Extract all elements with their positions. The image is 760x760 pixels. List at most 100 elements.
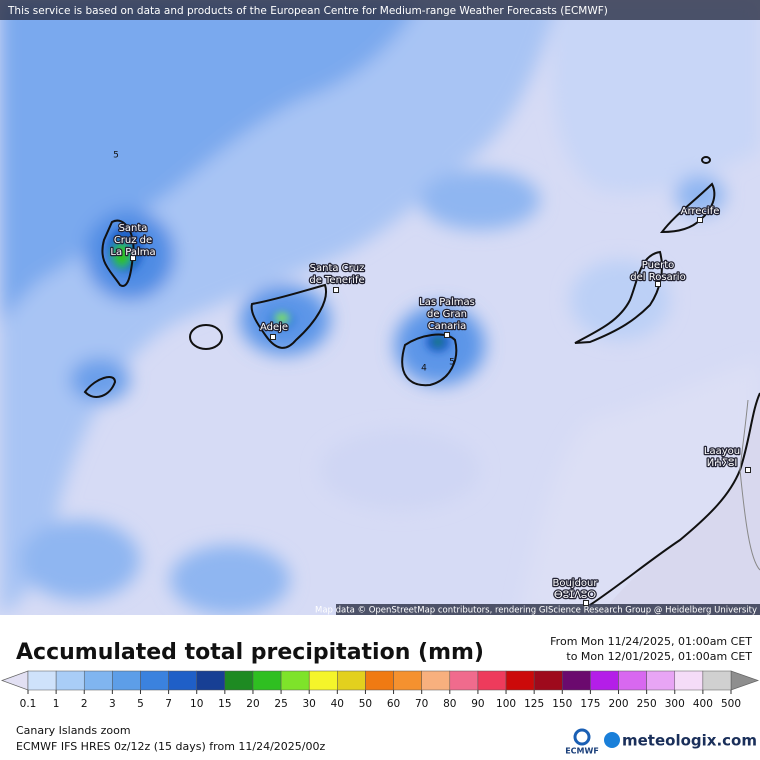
colorbar-tick-label: 1 bbox=[53, 698, 60, 710]
colorbar-tick-label: 2 bbox=[81, 698, 88, 710]
colorbar-segment bbox=[449, 670, 479, 691]
colorbar-tick-label: 150 bbox=[552, 698, 572, 710]
colorbar-tick-label: 125 bbox=[524, 698, 544, 710]
place-label: Santa Cruz bbox=[310, 263, 365, 274]
colorbar-tick-label: 0.1 bbox=[20, 698, 37, 710]
model: ECMWF IFS HRES 0z/12z (15 days) from 11/… bbox=[16, 740, 326, 753]
contour-label: 5 bbox=[113, 151, 119, 161]
place-marker bbox=[444, 332, 450, 338]
legend-title: Accumulated total precipitation (mm) bbox=[16, 640, 484, 665]
colorbar-tick-label: 80 bbox=[443, 698, 456, 710]
colorbar-segment bbox=[505, 670, 535, 691]
precip-field bbox=[0, 0, 760, 615]
date-to: to Mon 12/01/2025, 01:00am CET bbox=[566, 650, 752, 663]
map: This service is based on data and produc… bbox=[0, 0, 760, 616]
colorbar-tick-label: 7 bbox=[165, 698, 172, 710]
mainland bbox=[600, 393, 760, 615]
date-from: From Mon 11/24/2025, 01:00am CET bbox=[550, 635, 752, 648]
colorbar-tick-label: 250 bbox=[637, 698, 657, 710]
ecmwf-logo[interactable]: ECMWF bbox=[565, 747, 599, 756]
colorbar-tick-label: 200 bbox=[608, 698, 628, 710]
colorbar-tick-label: 70 bbox=[415, 698, 428, 710]
colorbar-segment bbox=[252, 670, 282, 691]
colorbar-segment bbox=[83, 670, 113, 691]
contour-label: 5 bbox=[449, 358, 455, 368]
place-label: Adeje bbox=[260, 322, 288, 333]
colorbar-tick-label: 500 bbox=[721, 698, 741, 710]
attribution-bar bbox=[0, 0, 760, 20]
place-label: ⵍⵄⵢⵓⵏ bbox=[707, 458, 738, 469]
colorbar-segment bbox=[674, 670, 704, 691]
region: Canary Islands zoom bbox=[16, 724, 131, 737]
place-label: ⴱⵓⵊⴷⵓⵔ bbox=[554, 590, 596, 601]
attribution-top: This service is based on data and produc… bbox=[7, 5, 608, 17]
meteologix-icon bbox=[604, 732, 620, 748]
colorbar-tick-label: 20 bbox=[246, 698, 259, 710]
colorbar-segment bbox=[365, 670, 394, 691]
place-marker bbox=[130, 255, 136, 261]
colorbar-tick-label: 5 bbox=[137, 698, 144, 710]
colorbar-segment bbox=[168, 670, 197, 691]
colorbar-segment bbox=[702, 670, 732, 691]
place-label: del Rosario bbox=[630, 272, 685, 283]
place-marker bbox=[583, 600, 589, 606]
colorbar-tick-label: 50 bbox=[359, 698, 372, 710]
colorbar-segment bbox=[646, 670, 676, 691]
ecmwf-icon bbox=[573, 728, 591, 746]
colorbar-segment bbox=[27, 670, 57, 691]
place-label: Laayou bbox=[704, 446, 740, 457]
colorbar-segment bbox=[533, 670, 563, 691]
colorbar-tick-label: 100 bbox=[496, 698, 516, 710]
place-marker bbox=[270, 334, 276, 340]
colorbar-segment bbox=[590, 670, 619, 691]
place-label: Cruz de bbox=[114, 235, 152, 246]
colorbar-tick-label: 40 bbox=[331, 698, 344, 710]
colorbar-segment bbox=[140, 670, 169, 691]
place-marker bbox=[333, 287, 339, 293]
coastlines bbox=[83, 156, 760, 606]
colorbar-tick-label: 400 bbox=[693, 698, 713, 710]
place-label: Santa bbox=[119, 223, 148, 234]
attribution-bottom: Map data © OpenStreetMap contributors, r… bbox=[315, 606, 757, 616]
colorbar-segment bbox=[477, 670, 507, 691]
colorbar-segment bbox=[55, 670, 85, 691]
colorbar-segment bbox=[393, 670, 422, 691]
place-label: La Palma bbox=[110, 247, 155, 258]
colorbar-tick-label: 30 bbox=[303, 698, 316, 710]
colorbar-segment bbox=[308, 670, 338, 691]
colorbar-low bbox=[0, 670, 29, 691]
colorbar-tick-label: 90 bbox=[471, 698, 484, 710]
place-marker bbox=[697, 217, 703, 223]
place-label: Arrecife bbox=[681, 206, 720, 217]
colorbar-tick-label: 175 bbox=[580, 698, 600, 710]
colorbar-high bbox=[730, 670, 760, 691]
contour-label: 4 bbox=[421, 364, 427, 374]
colorbar-segment bbox=[224, 670, 254, 691]
colorbar-segment bbox=[421, 670, 451, 691]
place-label: de Gran bbox=[427, 309, 467, 320]
colorbar-tick-label: 15 bbox=[218, 698, 231, 710]
place-label: Puerto bbox=[642, 260, 675, 271]
colorbar-segment bbox=[337, 670, 366, 691]
colorbar-tick-label: 10 bbox=[190, 698, 203, 710]
colorbar-segment bbox=[280, 670, 310, 691]
place-marker bbox=[745, 467, 751, 473]
place-marker bbox=[655, 281, 661, 287]
colorbar-segment bbox=[618, 670, 647, 691]
place-label: Canaria bbox=[428, 321, 467, 332]
borders bbox=[739, 399, 760, 571]
place-label: Las Palmas bbox=[419, 297, 475, 308]
colorbar-tick-label: 25 bbox=[274, 698, 287, 710]
colorbar-tick-label: 300 bbox=[665, 698, 685, 710]
colorbar-segment bbox=[562, 670, 591, 691]
colorbar-tick-label: 60 bbox=[387, 698, 400, 710]
meteologix-logo[interactable]: meteologix.com bbox=[622, 732, 757, 750]
colorbar: 0.1 1 2 3 5 7 10 15 20 25 30 40 50 60 70 80 90 100 125 150 1… bbox=[0, 670, 760, 710]
place-label: de Tenerife bbox=[309, 275, 364, 286]
attribution-bg bbox=[336, 604, 760, 615]
colorbar-tick-label: 3 bbox=[109, 698, 116, 710]
place-label: Boujdour bbox=[552, 578, 598, 589]
